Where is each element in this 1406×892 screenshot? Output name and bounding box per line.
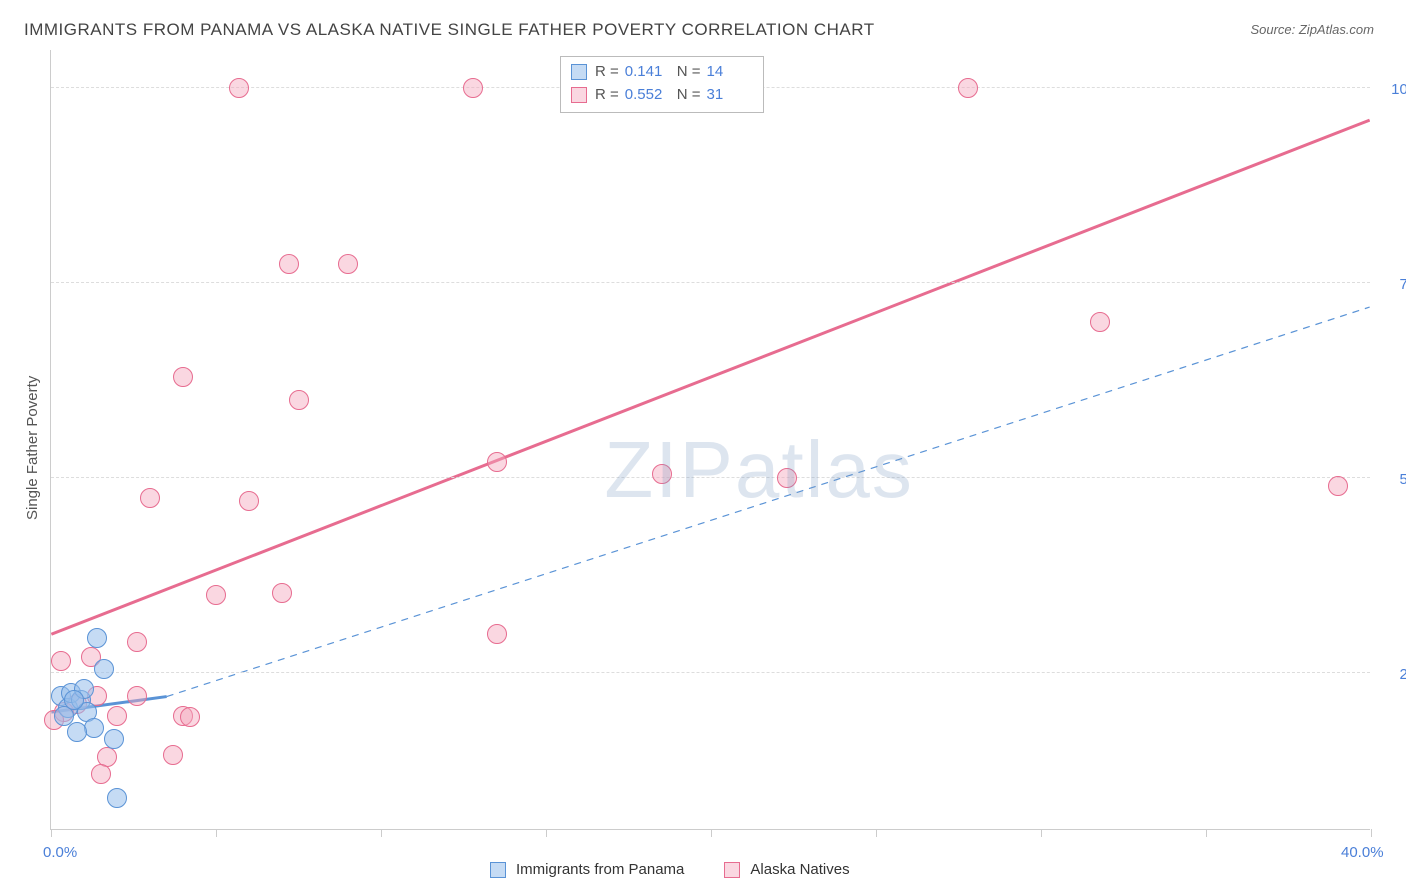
- x-tick: [1371, 829, 1372, 837]
- swatch-alaska: [724, 862, 740, 878]
- series-legend: Immigrants from Panama Alaska Natives: [490, 861, 850, 878]
- y-tick-label: 25.0%: [1399, 666, 1406, 683]
- data-point: [127, 686, 147, 706]
- x-tick: [1041, 829, 1042, 837]
- data-point: [87, 628, 107, 648]
- data-point: [487, 452, 507, 472]
- swatch-panama: [490, 862, 506, 878]
- data-point: [272, 583, 292, 603]
- data-point: [51, 651, 71, 671]
- data-point: [163, 745, 183, 765]
- y-tick-label: 75.0%: [1399, 276, 1406, 293]
- source-name: ZipAtlas.com: [1299, 22, 1374, 37]
- scatter-plot-area: 25.0%50.0%75.0%100.0%0.0%40.0%: [50, 50, 1370, 830]
- r-value-alaska: 0.552: [625, 84, 671, 107]
- x-tick: [546, 829, 547, 837]
- legend-item-panama: Immigrants from Panama: [490, 861, 684, 878]
- data-point: [94, 659, 114, 679]
- data-point: [958, 78, 978, 98]
- y-tick-label: 100.0%: [1391, 81, 1406, 98]
- x-tick: [381, 829, 382, 837]
- data-point: [1328, 476, 1348, 496]
- n-label: N =: [677, 61, 701, 84]
- data-point: [107, 706, 127, 726]
- x-tick: [51, 829, 52, 837]
- y-tick-label: 50.0%: [1399, 471, 1406, 488]
- n-label: N =: [677, 84, 701, 107]
- stats-row-alaska: R = 0.552 N = 31: [571, 84, 753, 107]
- x-tick: [876, 829, 877, 837]
- data-point: [140, 488, 160, 508]
- data-point: [104, 729, 124, 749]
- swatch-panama: [571, 64, 587, 80]
- trend-lines: [51, 50, 1370, 829]
- source-credit: Source: ZipAtlas.com: [1250, 22, 1374, 37]
- data-point: [463, 78, 483, 98]
- x-tick-label: 40.0%: [1341, 844, 1384, 861]
- y-axis-title: Single Father Poverty: [24, 376, 41, 520]
- data-point: [289, 390, 309, 410]
- grid-line: [51, 477, 1370, 478]
- x-tick: [711, 829, 712, 837]
- grid-line: [51, 672, 1370, 673]
- x-tick-label: 0.0%: [43, 844, 77, 861]
- r-label: R =: [595, 61, 619, 84]
- data-point: [487, 624, 507, 644]
- data-point: [1090, 312, 1110, 332]
- r-value-panama: 0.141: [625, 61, 671, 84]
- source-prefix: Source:: [1250, 22, 1298, 37]
- data-point: [229, 78, 249, 98]
- legend-label-panama: Immigrants from Panama: [516, 861, 684, 878]
- data-point: [206, 585, 226, 605]
- data-point: [173, 367, 193, 387]
- grid-line: [51, 282, 1370, 283]
- n-value-panama: 14: [707, 61, 753, 84]
- data-point: [67, 722, 87, 742]
- data-point: [127, 632, 147, 652]
- stats-row-panama: R = 0.141 N = 14: [571, 61, 753, 84]
- legend-label-alaska: Alaska Natives: [750, 861, 849, 878]
- data-point: [107, 788, 127, 808]
- data-point: [652, 464, 672, 484]
- stats-legend: R = 0.141 N = 14 R = 0.552 N = 31: [560, 56, 764, 113]
- r-label: R =: [595, 84, 619, 107]
- data-point: [777, 468, 797, 488]
- swatch-alaska: [571, 87, 587, 103]
- legend-item-alaska: Alaska Natives: [724, 861, 849, 878]
- data-point: [279, 254, 299, 274]
- data-point: [91, 764, 111, 784]
- data-point: [338, 254, 358, 274]
- n-value-alaska: 31: [707, 84, 753, 107]
- data-point: [180, 707, 200, 727]
- x-tick: [216, 829, 217, 837]
- data-point: [64, 690, 84, 710]
- x-tick: [1206, 829, 1207, 837]
- chart-title: IMMIGRANTS FROM PANAMA VS ALASKA NATIVE …: [24, 20, 875, 40]
- data-point: [239, 491, 259, 511]
